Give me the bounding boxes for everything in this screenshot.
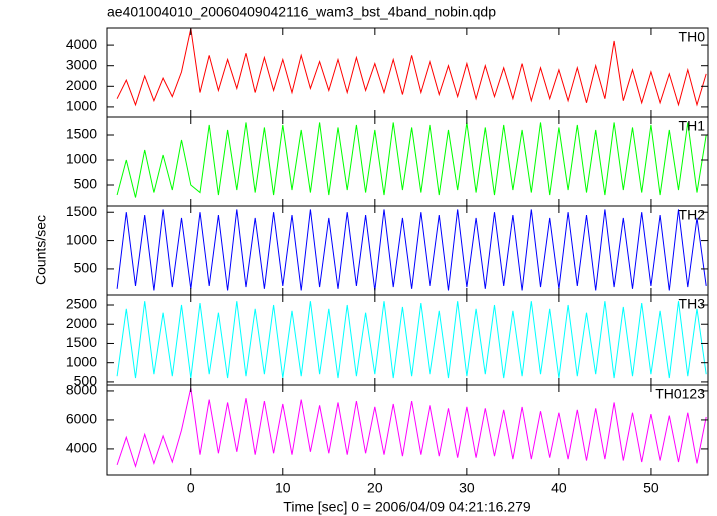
y-tick-label: 4000 bbox=[66, 440, 97, 456]
x-tick-label: 0 bbox=[187, 480, 195, 496]
panel-frame bbox=[106, 294, 709, 386]
y-tick-label: 6000 bbox=[66, 411, 97, 427]
x-tick-label: 40 bbox=[551, 480, 567, 496]
y-tick-label: 3000 bbox=[66, 56, 97, 72]
panel-frame bbox=[106, 116, 709, 207]
y-tick-label: 2000 bbox=[66, 315, 97, 331]
panel-label: TH0 bbox=[679, 29, 706, 45]
panel-frame bbox=[106, 384, 709, 476]
y-tick-label: 2000 bbox=[66, 77, 97, 93]
y-tick-label: 2500 bbox=[66, 296, 97, 312]
light-curve bbox=[116, 28, 707, 107]
panel-label: TH3 bbox=[679, 296, 706, 312]
y-tick-label: 500 bbox=[74, 373, 98, 389]
y-tick-label: 1500 bbox=[66, 126, 97, 142]
y-axis-label: Counts/sec bbox=[33, 215, 49, 285]
x-tick-label: 20 bbox=[367, 480, 383, 496]
y-tick-label: 1000 bbox=[66, 151, 97, 167]
light-curve bbox=[116, 209, 707, 291]
x-tick-label: 50 bbox=[643, 480, 659, 496]
y-tick-label: 1500 bbox=[66, 203, 97, 219]
y-tick-label: 1000 bbox=[66, 98, 97, 114]
y-tick-label: 8000 bbox=[66, 382, 97, 398]
x-axis-label: Time [sec] 0 = 2006/04/09 04:21:16.279 bbox=[283, 499, 531, 515]
y-tick-label: 4000 bbox=[66, 36, 97, 52]
x-tick-label: 30 bbox=[459, 480, 475, 496]
light-curve bbox=[116, 301, 707, 379]
light-curve bbox=[116, 122, 707, 198]
y-tick-label: 1000 bbox=[66, 353, 97, 369]
y-tick-label: 1500 bbox=[66, 334, 97, 350]
panel-label: TH0123 bbox=[655, 386, 705, 402]
panel-frame bbox=[106, 205, 709, 296]
y-tick-label: 500 bbox=[74, 260, 98, 276]
panel-label: TH2 bbox=[679, 207, 706, 223]
panel-label: TH1 bbox=[679, 118, 706, 134]
chart-title: ae401004010_20060409042116_wam3_bst_4ban… bbox=[107, 4, 496, 20]
x-tick-label: 10 bbox=[275, 480, 291, 496]
y-tick-label: 500 bbox=[74, 176, 98, 192]
light-curve bbox=[116, 387, 707, 469]
y-tick-label: 1000 bbox=[66, 231, 97, 247]
